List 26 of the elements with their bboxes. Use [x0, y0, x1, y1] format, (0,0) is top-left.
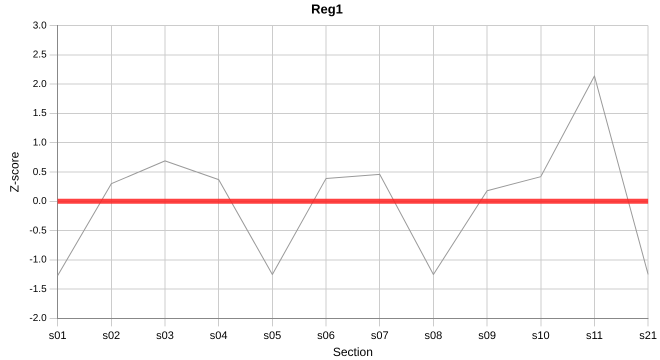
y-tick-label: 0.0 [32, 196, 48, 208]
x-tick-label: s04 [210, 330, 228, 342]
x-tick-label: s01 [48, 330, 67, 342]
y-tick-label: 2.5 [32, 50, 48, 61]
y-tick-label: -0.5 [29, 225, 48, 236]
y-tick-label: 1.5 [32, 108, 48, 120]
x-tick-label: s05 [263, 330, 282, 342]
x-tick-label: s07 [370, 330, 389, 342]
x-tick-label: s10 [532, 330, 550, 342]
x-tick-label: s11 [586, 330, 603, 342]
x-tick-label: s21 [639, 330, 658, 342]
y-tick-label: 2.0 [32, 78, 48, 90]
y-tick-label: -1.5 [29, 284, 48, 295]
x-axis-title: Section [332, 345, 373, 360]
x-tick-label: s06 [317, 330, 335, 342]
y-tick-label: 0.5 [32, 166, 48, 178]
y-axis-title: Z-score [8, 151, 22, 192]
x-tick-label: s02 [102, 330, 120, 342]
y-tick-label: 1.0 [32, 137, 48, 148]
chart-title: Reg1 [311, 1, 343, 16]
x-tick-label: s09 [478, 330, 496, 342]
x-tick-label: s03 [156, 330, 174, 342]
y-tick-label: 3.0 [32, 20, 48, 32]
x-tick-label: s08 [424, 330, 442, 342]
y-tick-label: -1.0 [29, 254, 48, 266]
y-tick-label: -2.0 [29, 313, 48, 324]
